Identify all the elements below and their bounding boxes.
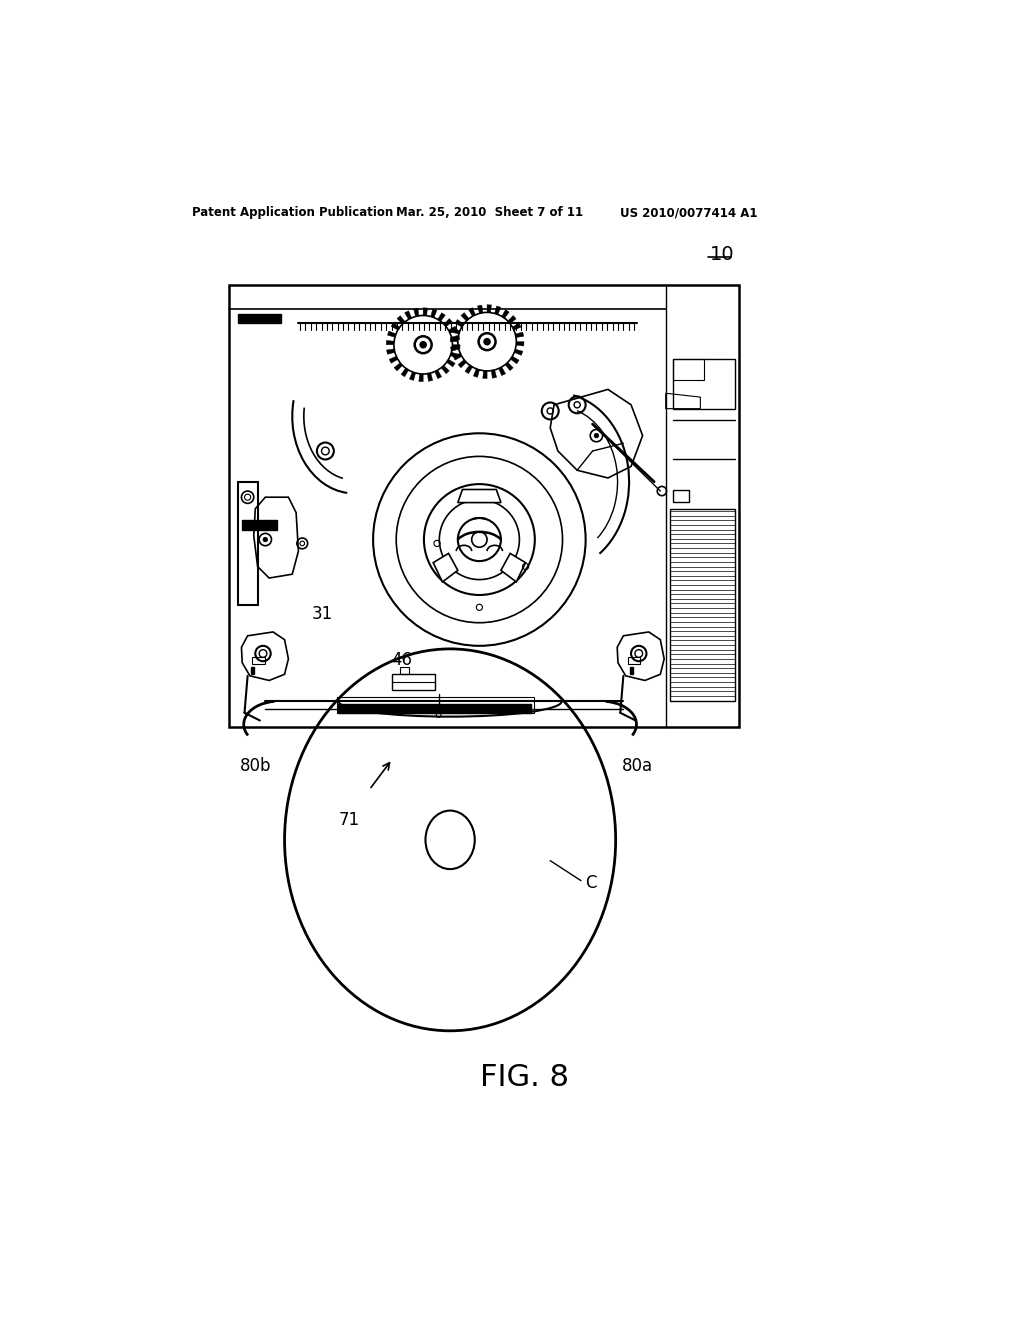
Bar	[400, 667, 410, 675]
Polygon shape	[514, 350, 523, 355]
Circle shape	[484, 339, 490, 345]
Polygon shape	[492, 370, 497, 379]
Polygon shape	[401, 368, 409, 376]
Polygon shape	[469, 308, 475, 317]
Polygon shape	[435, 370, 441, 379]
Circle shape	[594, 433, 599, 438]
Polygon shape	[477, 305, 483, 313]
Text: C: C	[585, 874, 596, 892]
Polygon shape	[387, 331, 396, 337]
Polygon shape	[433, 553, 458, 582]
Polygon shape	[515, 333, 523, 338]
Polygon shape	[501, 553, 525, 582]
Polygon shape	[458, 360, 466, 368]
Circle shape	[420, 342, 426, 348]
Text: 71: 71	[339, 812, 359, 829]
Polygon shape	[516, 342, 524, 346]
Polygon shape	[499, 367, 506, 376]
Polygon shape	[482, 371, 487, 379]
Polygon shape	[451, 346, 459, 351]
Polygon shape	[495, 306, 501, 314]
Circle shape	[263, 537, 267, 541]
Text: US 2010/0077414 A1: US 2010/0077414 A1	[620, 206, 757, 219]
Polygon shape	[458, 490, 501, 503]
Polygon shape	[386, 341, 394, 345]
Polygon shape	[511, 356, 519, 364]
Polygon shape	[502, 310, 509, 318]
Bar	[339, 704, 531, 713]
Polygon shape	[394, 363, 402, 371]
Text: Mar. 25, 2010  Sheet 7 of 11: Mar. 25, 2010 Sheet 7 of 11	[396, 206, 584, 219]
Polygon shape	[427, 374, 433, 381]
Polygon shape	[505, 363, 513, 371]
Polygon shape	[446, 359, 456, 367]
Text: 80a: 80a	[622, 758, 653, 775]
Polygon shape	[453, 354, 462, 360]
Bar	[337, 697, 535, 713]
Bar	[252, 657, 264, 664]
Polygon shape	[414, 308, 419, 317]
Polygon shape	[461, 313, 469, 321]
Text: 46: 46	[391, 651, 412, 669]
Bar	[243, 520, 276, 531]
Bar	[674, 359, 735, 409]
Polygon shape	[465, 366, 472, 374]
Polygon shape	[423, 308, 427, 315]
Polygon shape	[431, 309, 437, 318]
Polygon shape	[455, 319, 464, 327]
Polygon shape	[487, 305, 492, 313]
Text: FIG. 8: FIG. 8	[480, 1063, 569, 1092]
Polygon shape	[419, 374, 423, 381]
Polygon shape	[449, 326, 457, 333]
Bar	[674, 359, 705, 380]
Bar	[674, 490, 689, 502]
Bar	[630, 667, 633, 675]
Polygon shape	[453, 345, 460, 348]
Polygon shape	[441, 366, 450, 374]
Circle shape	[244, 523, 249, 527]
Bar	[670, 508, 735, 701]
Polygon shape	[443, 318, 453, 326]
Text: 80b: 80b	[240, 758, 271, 775]
Bar	[251, 667, 254, 675]
Polygon shape	[473, 368, 479, 378]
Polygon shape	[451, 352, 459, 359]
Polygon shape	[397, 315, 406, 323]
Polygon shape	[404, 310, 412, 319]
Bar	[628, 657, 640, 664]
Polygon shape	[512, 323, 521, 330]
Polygon shape	[451, 338, 458, 342]
Polygon shape	[410, 372, 416, 380]
Polygon shape	[508, 315, 516, 323]
Bar	[239, 314, 281, 323]
Text: Patent Application Publication: Patent Application Publication	[193, 206, 393, 219]
Bar	[229, 285, 739, 726]
Polygon shape	[391, 322, 399, 330]
Text: 31: 31	[311, 605, 333, 623]
Polygon shape	[452, 335, 460, 341]
Polygon shape	[387, 348, 395, 354]
Text: 10: 10	[710, 244, 734, 264]
Polygon shape	[452, 327, 460, 334]
Polygon shape	[438, 313, 445, 321]
Bar	[392, 675, 435, 689]
Polygon shape	[389, 356, 397, 363]
